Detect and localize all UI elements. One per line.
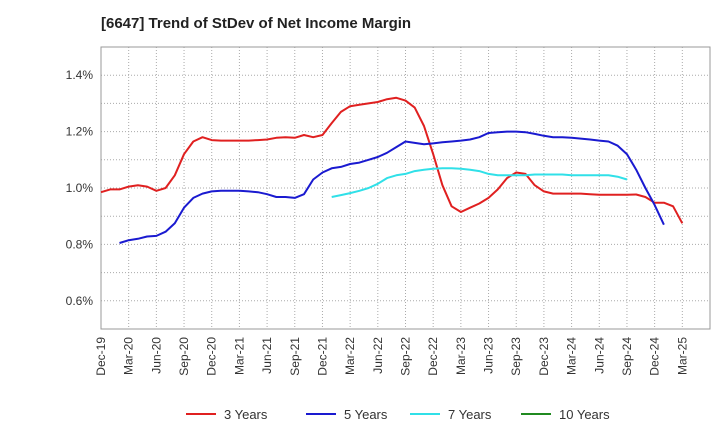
x-tick-label: Jun-21 bbox=[260, 337, 274, 374]
x-tick-label: Dec-20 bbox=[205, 337, 219, 376]
x-tick-label: Sep-22 bbox=[399, 337, 413, 376]
y-tick-label: 1.2% bbox=[66, 125, 94, 139]
x-tick-label: Mar-21 bbox=[232, 337, 246, 375]
x-tick-label: Mar-22 bbox=[343, 337, 357, 375]
x-tick-label: Dec-21 bbox=[315, 337, 329, 376]
series-line-2 bbox=[119, 130, 665, 244]
x-tick-label: Sep-20 bbox=[177, 337, 191, 376]
chart-title: [6647] Trend of StDev of Net Income Marg… bbox=[101, 15, 412, 32]
series-layer bbox=[100, 96, 684, 244]
x-tick-label: Jun-24 bbox=[592, 337, 606, 374]
y-tick-label: 0.8% bbox=[66, 237, 94, 251]
x-tick-label: Sep-23 bbox=[509, 337, 523, 376]
y-tick-label: 0.6% bbox=[66, 294, 94, 308]
x-tick-label: Mar-24 bbox=[565, 337, 579, 375]
legend-label: 5 Years bbox=[344, 407, 388, 422]
legend-label: 7 Years bbox=[448, 407, 492, 422]
series-line-1 bbox=[100, 96, 684, 224]
legend: 3 Years 5 Years 7 Years 10 Years bbox=[186, 407, 610, 422]
grid-layer bbox=[101, 46, 710, 330]
x-tick-label: Dec-23 bbox=[537, 337, 551, 376]
x-tick-label: Dec-24 bbox=[648, 337, 662, 376]
legend-label: 10 Years bbox=[559, 407, 610, 422]
x-tick-label: Jun-22 bbox=[371, 337, 385, 374]
legend-label: 3 Years bbox=[224, 407, 268, 422]
axis-layer: 0.6% 0.8% 1.0% 1.2% 1.4% Dec-19 Mar-20 Jun-20 Se… bbox=[66, 68, 690, 376]
series-line-3 bbox=[331, 167, 628, 198]
x-tick-label: Mar-20 bbox=[122, 337, 136, 375]
x-tick-label: Sep-24 bbox=[620, 337, 634, 376]
x-tick-label: Sep-21 bbox=[288, 337, 302, 376]
plot-frame bbox=[100, 46, 711, 330]
x-tick-label: Mar-23 bbox=[454, 337, 468, 375]
y-tick-label: 1.0% bbox=[66, 181, 94, 195]
x-tick-label: Jun-20 bbox=[149, 337, 163, 374]
y-tick-label: 1.4% bbox=[66, 68, 94, 82]
x-tick-label: Jun-23 bbox=[482, 337, 496, 374]
x-tick-label: Dec-22 bbox=[426, 337, 440, 376]
x-tick-label: Dec-19 bbox=[94, 337, 108, 376]
x-tick-label: Mar-25 bbox=[675, 337, 689, 375]
